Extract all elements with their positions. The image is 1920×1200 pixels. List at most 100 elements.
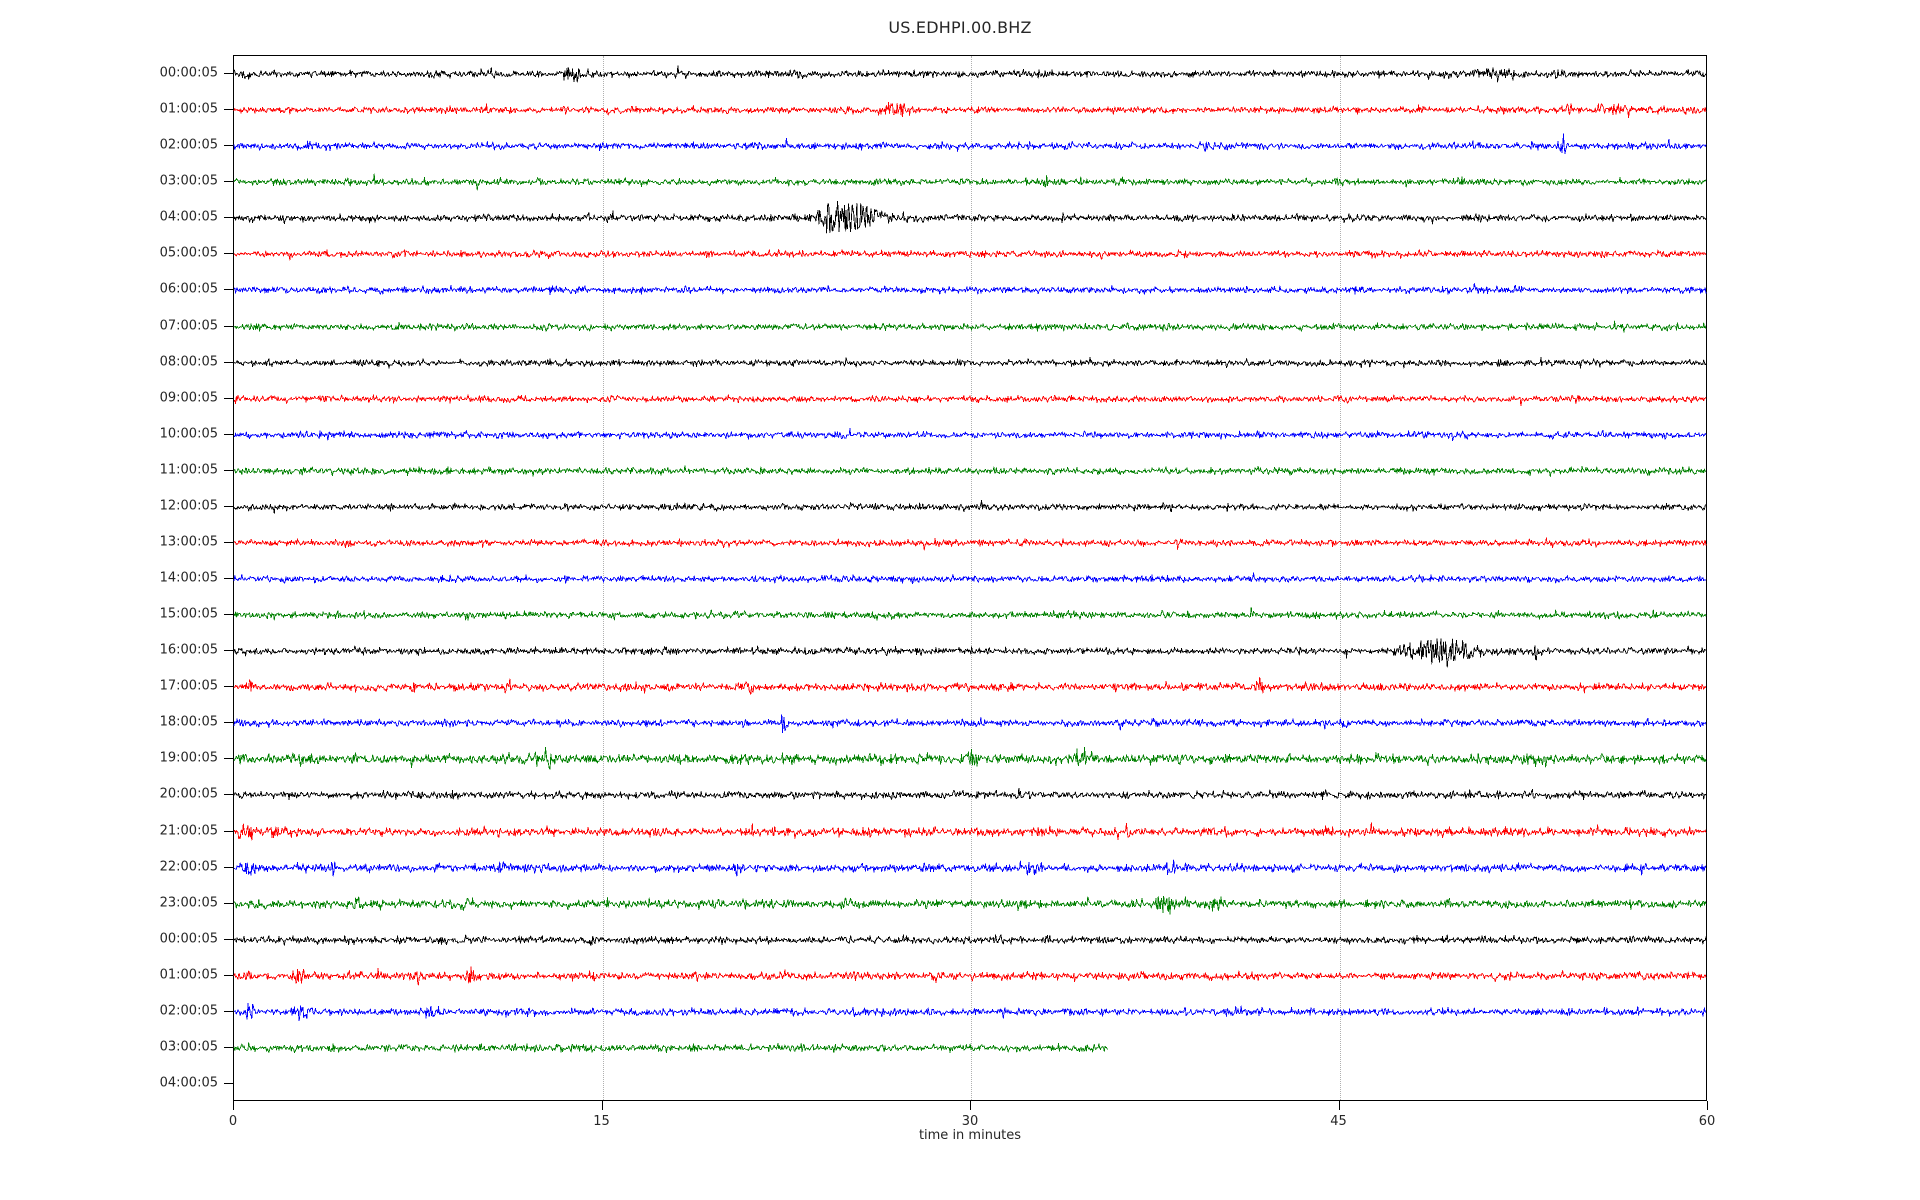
seismogram-trace xyxy=(233,982,1707,1042)
seismogram-traces xyxy=(233,56,1707,1100)
y-axis-tick-label: 18:00:05 xyxy=(159,714,218,730)
seismogram-trace xyxy=(233,80,1707,140)
y-axis-tick xyxy=(224,830,233,832)
x-axis-tick-label: 60 xyxy=(1698,1114,1716,1129)
y-axis-tick-label: 14:00:05 xyxy=(159,570,218,586)
y-axis-tick xyxy=(224,253,233,255)
y-axis-tick xyxy=(224,469,233,471)
x-axis-label: time in minutes xyxy=(918,1128,1022,1143)
x-axis-tick xyxy=(970,1101,971,1110)
y-axis-tick xyxy=(224,758,233,760)
y-axis-tick-label: 03:00:05 xyxy=(159,1039,218,1055)
seismogram-trace xyxy=(233,513,1707,573)
y-axis-tick xyxy=(224,217,233,219)
y-axis-tick-label: 00:00:05 xyxy=(159,65,218,81)
y-axis-tick xyxy=(224,866,233,868)
y-axis-tick xyxy=(224,181,233,183)
seismogram-trace xyxy=(233,585,1707,645)
y-axis-tick-label: 13:00:05 xyxy=(159,534,218,550)
y-axis-tick-label: 16:00:05 xyxy=(159,642,218,658)
y-axis-tick-label: 12:00:05 xyxy=(159,498,218,514)
y-axis: 00:00:05 01:00:05 02:00:05 03:00:05 04:00:05… xyxy=(0,55,233,1101)
seismogram-trace xyxy=(233,297,1707,357)
seismogram-trace xyxy=(233,549,1707,609)
seismogram-trace xyxy=(233,441,1707,501)
x-axis-tick xyxy=(1707,1101,1708,1110)
seismogram-trace xyxy=(233,333,1707,393)
y-axis-tick-label: 20:00:05 xyxy=(159,786,218,802)
y-axis-tick xyxy=(224,578,233,579)
x-axis-tick xyxy=(601,1101,603,1110)
y-axis-tick-label: 01:00:05 xyxy=(159,967,218,983)
y-axis-tick xyxy=(224,794,233,796)
y-axis-tick xyxy=(224,1010,233,1012)
y-axis-tick-label: 04:00:05 xyxy=(159,1075,218,1091)
y-axis-tick xyxy=(224,1083,233,1084)
y-axis-tick-label: 02:00:05 xyxy=(159,137,218,153)
y-axis-tick xyxy=(224,722,233,724)
seismogram-trace xyxy=(233,621,1707,681)
y-axis-tick xyxy=(224,397,233,399)
y-axis-tick xyxy=(224,289,233,291)
y-axis-tick-label: 03:00:05 xyxy=(159,173,218,189)
y-axis-tick-label: 10:00:05 xyxy=(159,426,218,442)
seismogram-trace xyxy=(233,152,1707,212)
y-axis-tick-label: 04:00:05 xyxy=(159,209,218,225)
seismogram-trace xyxy=(233,802,1707,862)
y-axis-tick-label: 08:00:05 xyxy=(159,354,218,370)
seismogram-trace xyxy=(233,910,1707,970)
y-axis-tick xyxy=(224,614,233,616)
y-axis-tick-label: 17:00:05 xyxy=(159,678,218,694)
y-axis-tick-label: 23:00:05 xyxy=(159,895,218,911)
y-axis-tick xyxy=(224,433,233,435)
seismogram-trace xyxy=(233,116,1707,176)
y-axis-tick-label: 05:00:05 xyxy=(159,245,218,261)
y-axis-tick-label: 01:00:05 xyxy=(159,101,218,117)
seismogram-trace xyxy=(233,838,1707,898)
seismogram-trace xyxy=(233,657,1707,717)
y-axis-tick-label: 11:00:05 xyxy=(159,462,218,478)
y-axis-tick xyxy=(224,541,233,543)
seismogram-trace xyxy=(233,405,1707,465)
y-axis-tick xyxy=(224,1046,233,1048)
seismogram-trace xyxy=(233,477,1707,537)
y-axis-tick xyxy=(224,145,233,147)
seismogram-trace xyxy=(233,260,1707,320)
seismogram-trace xyxy=(233,693,1707,753)
y-axis-tick-label: 06:00:05 xyxy=(159,281,218,297)
seismogram-trace xyxy=(233,224,1707,284)
y-axis-tick xyxy=(224,109,233,111)
y-axis-tick xyxy=(224,505,233,507)
y-axis-tick-label: 09:00:05 xyxy=(159,390,218,406)
y-axis-tick-label: 19:00:05 xyxy=(159,750,218,766)
y-axis-tick xyxy=(224,974,233,976)
seismogram-trace xyxy=(233,188,1707,248)
x-axis-tick-label: 45 xyxy=(1330,1114,1347,1129)
y-axis-tick xyxy=(224,361,233,363)
y-axis-tick-label: 02:00:05 xyxy=(159,1003,218,1019)
x-axis-tick-label: 0 xyxy=(228,1114,238,1129)
y-axis-tick xyxy=(224,686,233,688)
y-axis-tick-label: 22:00:05 xyxy=(159,859,218,875)
x-axis: 0 15 30 45 60 xyxy=(229,1101,1715,1161)
y-axis-tick xyxy=(224,938,233,940)
y-axis-tick-label: 07:00:05 xyxy=(159,318,218,333)
page-title: US.EDHPI.00.BHZ xyxy=(888,18,1032,37)
seismogram-trace xyxy=(233,765,1707,825)
x-axis-tick-label: 30 xyxy=(961,1114,979,1129)
y-axis-tick xyxy=(224,73,233,74)
x-axis-tick xyxy=(1338,1101,1340,1110)
seismogram-trace xyxy=(233,874,1707,934)
y-axis-tick-label: 00:00:05 xyxy=(159,931,218,947)
x-axis-tick-label: 15 xyxy=(593,1114,610,1129)
seismogram-trace xyxy=(233,44,1707,104)
y-axis-tick-label: 21:00:05 xyxy=(159,823,218,838)
x-axis-tick xyxy=(233,1101,234,1110)
y-axis-tick xyxy=(224,650,233,652)
plot-area xyxy=(233,55,1707,1101)
y-axis-tick-label: 15:00:05 xyxy=(159,606,218,622)
seismogram-trace xyxy=(233,729,1707,789)
y-axis-tick xyxy=(224,902,233,904)
seismogram-trace xyxy=(233,946,1707,1006)
